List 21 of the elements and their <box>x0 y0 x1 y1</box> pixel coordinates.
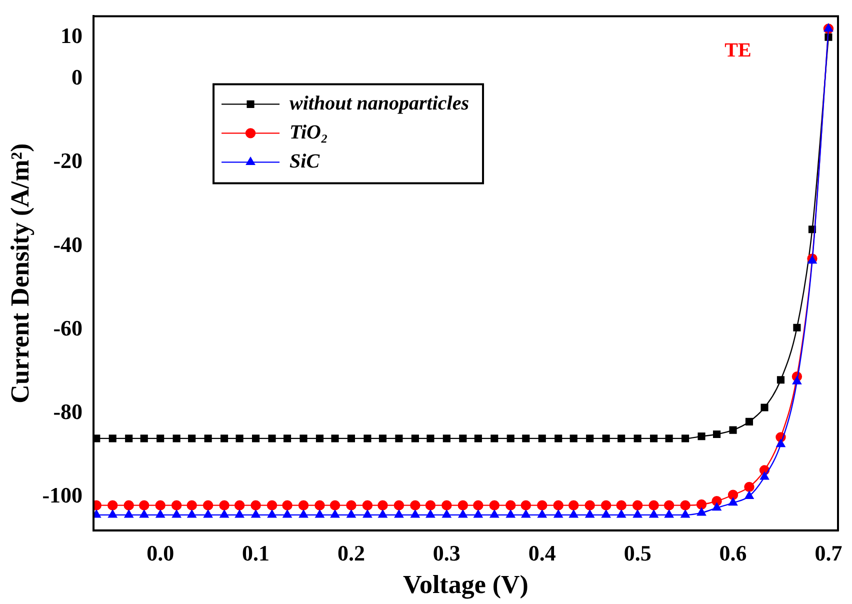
x-tick-label: 0.2 <box>337 540 365 566</box>
y-tick-label: 10 <box>60 22 83 48</box>
y-tick-label: -20 <box>53 148 83 174</box>
y-tick-label: -60 <box>53 315 83 340</box>
x-axis-title: Voltage (V) <box>403 570 528 600</box>
annotation: TE <box>724 39 752 62</box>
x-tick-label: 0.1 <box>242 540 270 566</box>
x-tick-label: 0.4 <box>528 540 556 566</box>
x-tick-label: 0.7 <box>814 540 842 566</box>
x-tick-label: 0.6 <box>719 540 747 566</box>
x-tick-label: 0.5 <box>624 540 652 566</box>
y-axis-title: Current Density (A/m²) <box>5 143 34 404</box>
y-tick-label: -100 <box>42 482 83 508</box>
x-tick-label: 0.0 <box>146 540 174 566</box>
legend-label: TiO₂ <box>290 121 328 144</box>
legend-label: SiC <box>290 150 320 172</box>
legend-label: without nanoparticles <box>290 92 470 114</box>
x-tick-label: 0.3 <box>432 540 460 566</box>
y-tick-label: 0 <box>72 64 83 90</box>
y-tick-label: -80 <box>53 399 83 424</box>
y-tick-label: -40 <box>53 232 83 257</box>
